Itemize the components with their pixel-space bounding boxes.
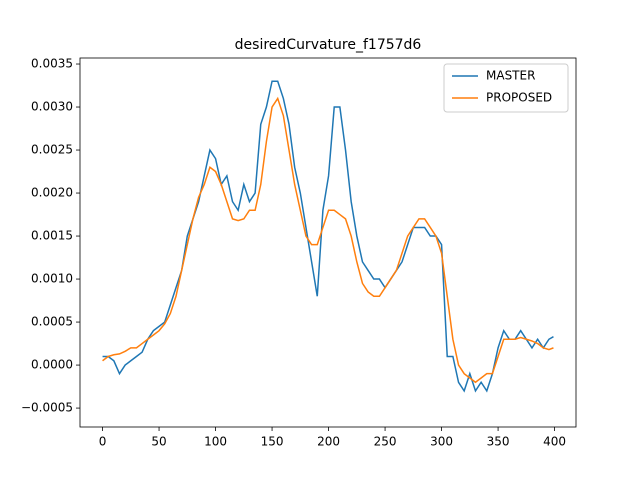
x-tick-label: 200 bbox=[317, 435, 340, 449]
series-line bbox=[102, 80, 554, 393]
x-tick-label: 300 bbox=[430, 435, 453, 449]
x-tick-label: 250 bbox=[374, 435, 397, 449]
x-tick-label: 50 bbox=[151, 435, 166, 449]
y-tick-label: 0.0020 bbox=[31, 186, 73, 200]
y-tick-label: 0.0030 bbox=[31, 100, 73, 114]
y-tick-label: 0.0010 bbox=[31, 272, 73, 286]
x-tick-label: 150 bbox=[261, 435, 284, 449]
legend-label: PROPOSED bbox=[486, 91, 552, 105]
series-line bbox=[102, 96, 554, 384]
plot-frame bbox=[79, 57, 577, 428]
x-tick-label: 350 bbox=[487, 435, 510, 449]
y-tick-label: 0.0015 bbox=[31, 229, 73, 243]
y-tick-label: 0.0035 bbox=[31, 57, 73, 71]
chart-title: desiredCurvature_f1757d6 bbox=[235, 37, 422, 53]
x-tick-label: 100 bbox=[204, 435, 227, 449]
y-tick-label: −0.0005 bbox=[21, 401, 73, 415]
x-tick-label: 400 bbox=[543, 435, 566, 449]
y-tick-label: 0.0005 bbox=[31, 315, 73, 329]
y-tick-label: 0.0025 bbox=[31, 143, 73, 157]
y-tick-label: 0.0000 bbox=[31, 358, 73, 372]
legend-label: MASTER bbox=[486, 69, 535, 83]
x-tick-label: 0 bbox=[99, 435, 107, 449]
